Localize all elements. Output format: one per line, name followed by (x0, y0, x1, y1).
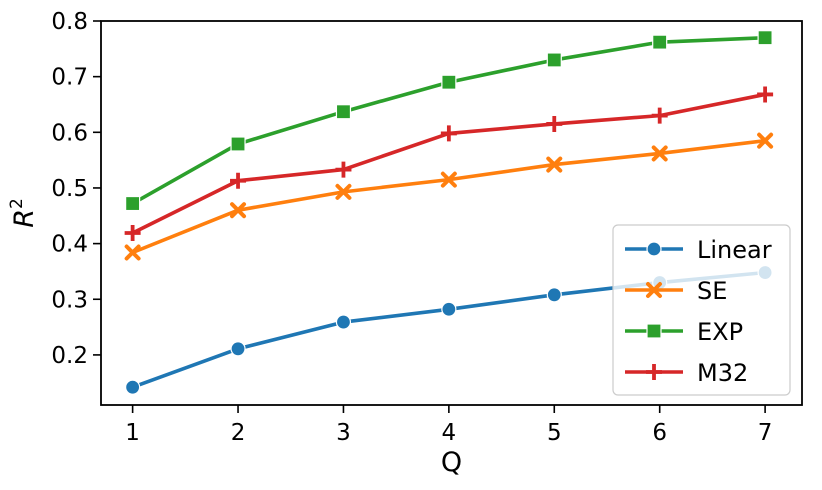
y-tick-label: 0.2 (51, 343, 88, 369)
data-point-m32 (124, 225, 141, 242)
data-point-m32 (651, 107, 668, 124)
y-tick-label: 0.6 (51, 120, 88, 146)
y-tick-label: 0.3 (51, 287, 88, 313)
x-tick-label: 5 (547, 420, 562, 446)
data-point-m32 (335, 161, 352, 178)
x-tick-label: 4 (442, 420, 457, 446)
data-point-se (440, 171, 457, 188)
y-axis: 0.2 0.3 0.4 0.5 0.6 0.7 0.8 (51, 9, 101, 369)
plot-frame (100, 20, 803, 406)
legend-item-m32: M32 (625, 359, 748, 387)
data-point-linear (441, 301, 457, 317)
data-point-se (335, 183, 352, 200)
series-se (124, 132, 774, 261)
legend-item-exp: EXP (625, 318, 743, 346)
x-tick-label: 3 (336, 420, 351, 446)
data-point-exp (335, 104, 352, 120)
legend-marker-m32 (646, 364, 662, 380)
data-point-se (230, 202, 247, 219)
x-tick-label: 1 (125, 420, 140, 446)
data-point-m32 (440, 125, 457, 142)
y-tick-label: 0.4 (51, 232, 88, 258)
legend-marker-linear (646, 241, 662, 257)
series-line-m32 (130, 92, 767, 235)
data-point-exp (125, 195, 141, 212)
y-tick-label: 0.5 (51, 176, 88, 202)
data-point-m32 (546, 115, 563, 132)
data-point-m32 (230, 172, 247, 189)
y-axis-title-base: R (9, 209, 40, 228)
legend-box (612, 224, 791, 396)
data-point-m32 (757, 86, 774, 103)
series-m32 (124, 86, 774, 242)
data-point-se (651, 145, 668, 162)
legend-item-se: SE (625, 277, 727, 305)
data-point-exp (441, 74, 457, 90)
data-point-linear (546, 287, 562, 303)
data-point-linear (125, 379, 141, 395)
data-point-linear (230, 341, 246, 357)
y-axis-title-superscript: 2 (7, 198, 27, 209)
x-tick-label: 7 (758, 420, 773, 446)
data-point-se (546, 156, 563, 173)
x-axis: 1 2 3 4 5 6 7 (125, 405, 772, 446)
legend-label-m32: M32 (697, 359, 748, 387)
legend-label-linear: Linear (697, 236, 772, 264)
legend-label-exp: EXP (697, 318, 743, 346)
legend-marker-se (646, 282, 662, 298)
series-exp (125, 30, 773, 212)
legend-marker-exp (646, 323, 662, 339)
data-point-se (124, 244, 141, 261)
x-tick-label: 2 (231, 420, 246, 446)
data-point-exp (652, 34, 668, 50)
x-axis-title: Q (441, 447, 462, 478)
data-point-se (757, 132, 774, 149)
data-point-exp (230, 136, 246, 152)
legend: Linear SE EXP M32 (612, 224, 791, 396)
series-layer (124, 30, 774, 395)
data-point-linear (335, 314, 352, 330)
legend-label-se: SE (697, 277, 727, 305)
data-point-exp (546, 52, 562, 68)
x-tick-label: 6 (652, 420, 667, 446)
y-tick-label: 0.7 (51, 65, 88, 91)
legend-item-linear: Linear (625, 236, 772, 264)
data-point-exp (757, 30, 773, 46)
y-tick-label: 0.8 (51, 9, 88, 35)
y-axis-title: R2 (7, 198, 40, 228)
